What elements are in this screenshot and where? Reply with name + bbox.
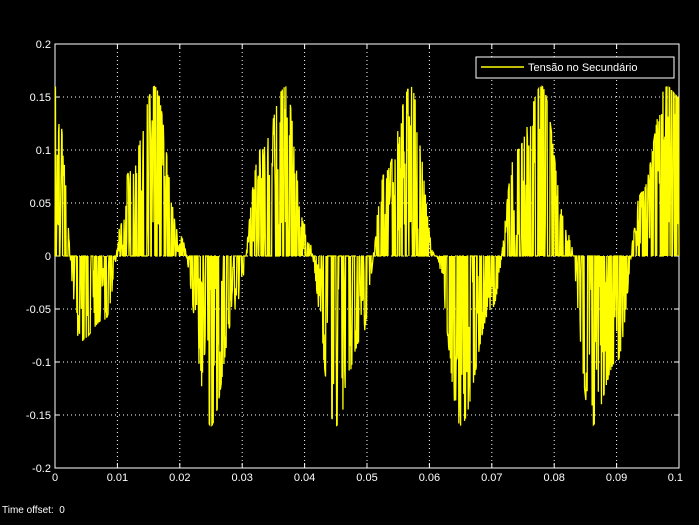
y-tick-label: -0.2	[32, 463, 51, 475]
y-tick-label: 0.2	[36, 39, 51, 51]
y-tick-label: -0.05	[26, 304, 51, 316]
x-tick-label: 0.05	[356, 472, 377, 484]
x-tick-label: 0.01	[107, 472, 128, 484]
y-tick-label: 0	[45, 251, 51, 263]
legend-label: Tensão no Secundário	[528, 62, 637, 74]
x-tick-label: 0.08	[543, 472, 564, 484]
tick-labels: 0 0.01 0.02 0.03 0.04 0.05 0.06 0.07 0.08 0.09 0.1…	[26, 39, 683, 484]
y-tick-label: 0.15	[30, 92, 51, 104]
x-tick-label: 0.03	[231, 472, 252, 484]
time-offset-value: 0	[59, 505, 65, 516]
signal-trace	[54, 85, 680, 427]
x-tick-label: 0.1	[668, 472, 683, 484]
x-tick-label: 0.09	[606, 472, 627, 484]
y-tick-label: -0.1	[32, 357, 51, 369]
y-tick-label: 0.1	[36, 145, 51, 157]
x-tick-label: 0	[52, 472, 58, 484]
x-tick-label: 0.02	[169, 472, 190, 484]
series-trace-tensao	[54, 85, 680, 427]
x-tick-label: 0.07	[481, 472, 502, 484]
y-tick-label: -0.15	[26, 410, 51, 422]
time-offset-readout: Time offset: 0	[2, 505, 65, 516]
x-tick-label: 0.04	[294, 472, 315, 484]
time-offset-label: Time offset:	[2, 505, 54, 516]
y-tick-label: 0.05	[30, 198, 51, 210]
x-tick-label: 0.06	[419, 472, 440, 484]
legend: Tensão no Secundário	[475, 56, 675, 79]
legend-box	[475, 56, 675, 79]
